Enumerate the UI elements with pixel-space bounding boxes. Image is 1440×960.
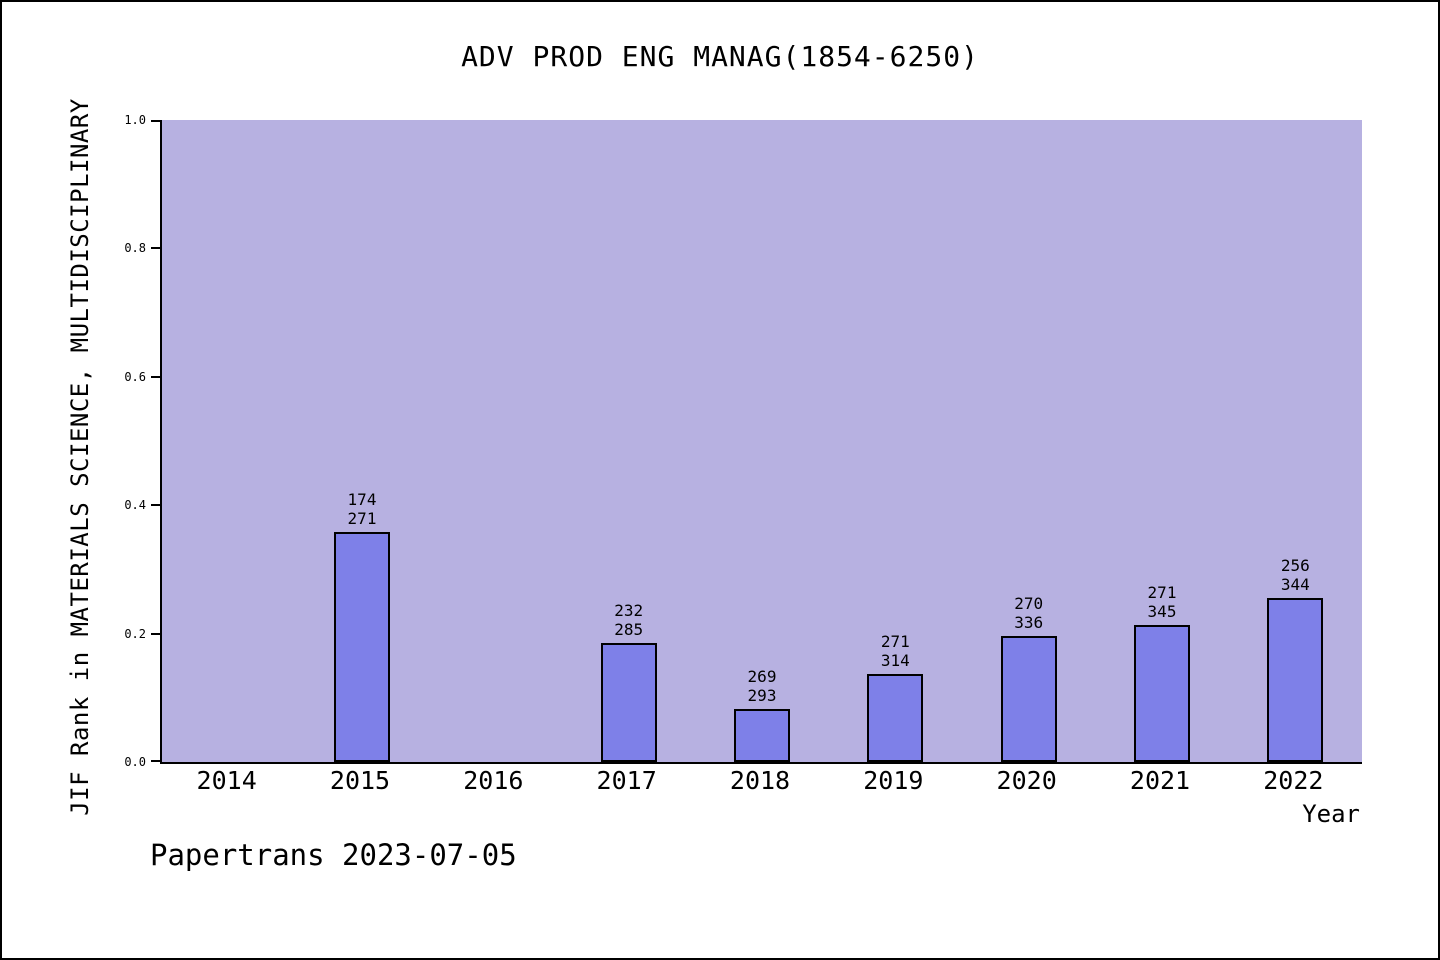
x-axis-title: Year (1302, 800, 1360, 828)
bar-label-2022: 256 344 (1280, 556, 1310, 594)
y-tick-mark-0.2 (151, 632, 160, 635)
y-tick-label-0.2: 0.2 (124, 626, 146, 641)
y-axis-title-text: JIF Rank in MATERIALS SCIENCE, MULTIDISC… (66, 98, 94, 816)
x-tick-label-2018: 2018 (729, 766, 791, 795)
bar-2017 (600, 643, 657, 762)
y-tick-label-1.0: 1.0 (124, 113, 146, 127)
x-tick-label-2017: 2017 (596, 766, 657, 795)
y-tick-mark-0.4 (151, 504, 160, 507)
bar-2021 (1134, 625, 1190, 762)
bar-2020 (1000, 636, 1057, 762)
x-tick-label-2014: 2014 (196, 766, 257, 795)
bar-label-2020: 270 336 (1014, 594, 1044, 632)
x-axis-labels: 2014 2015 2016 2017 2018 2019 2020 2021 2022 (160, 766, 1360, 800)
x-tick-label-2015: 2015 (329, 766, 391, 795)
x-tick-label-2019: 2019 (863, 766, 924, 795)
chart-title: ADV PROD ENG MANAG(1854-6250) (461, 40, 979, 73)
bar-label-2018: 269 293 (747, 667, 777, 705)
y-tick-mark-0.0 (151, 760, 160, 762)
y-tick-label-0.6: 0.6 (124, 369, 146, 384)
y-tick-mark-0.6 (151, 375, 160, 378)
bar-label-2021: 271 345 (1147, 583, 1177, 621)
y-tick-label-0.8: 0.8 (124, 241, 146, 256)
bar-2018 (734, 709, 790, 762)
x-tick-label-2020: 2020 (996, 766, 1057, 795)
bar-2015 (334, 532, 390, 762)
x-tick-label-2021: 2021 (1129, 766, 1191, 795)
x-tick-label-2016: 2016 (463, 766, 524, 795)
bar-label-2015: 174 271 (347, 490, 377, 528)
bar-label-2019: 271 314 (880, 632, 910, 670)
x-tick-label-2022: 2022 (1263, 766, 1324, 795)
bar-2022 (1267, 598, 1324, 762)
plot-area: 0.0 0.2 0.4 0.6 0.8 1.0 174 271 232 285 269 293 2… (124, 113, 1362, 769)
y-tick-mark-0.8 (151, 247, 160, 250)
y-tick-label-0.4: 0.4 (124, 498, 146, 513)
bar-label-2017: 232 285 (614, 601, 644, 639)
footer-note: Papertrans 2023-07-05 (150, 838, 517, 872)
y-tick-mark-1.0 (151, 120, 160, 122)
y-tick-label-0.0: 0.0 (124, 755, 146, 769)
bar-2019 (867, 674, 924, 762)
